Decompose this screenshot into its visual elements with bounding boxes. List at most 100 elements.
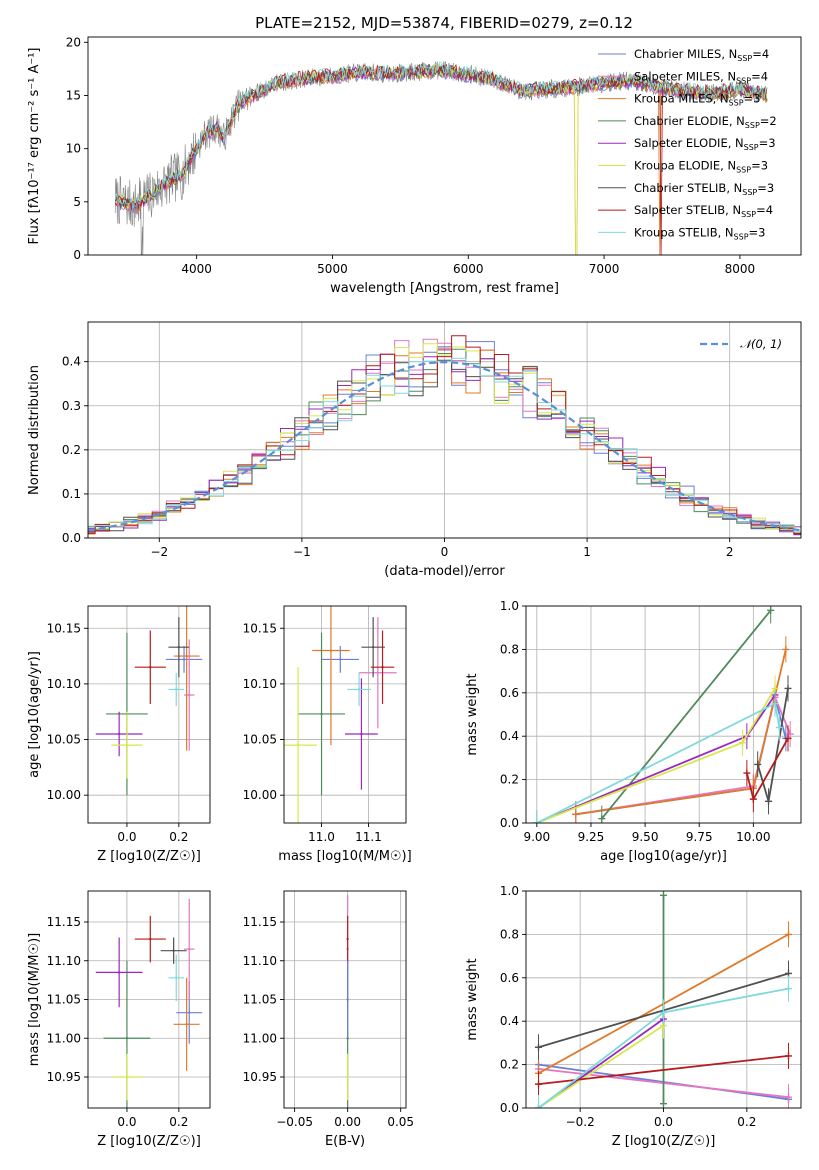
data-point [125,1037,129,1040]
weight-line [536,694,776,823]
data-point [188,693,191,697]
legend-series-name: Kroupa STELIB, N [634,225,734,239]
weight-line [575,649,787,816]
y-tick-label: 1.0 [500,884,519,898]
y-tick-label: 10.00 [243,788,277,802]
x-tick-label: 1 [583,545,591,559]
legend-series-name: Chabrier ELODIE, N [634,114,745,128]
legend-label: Chabrier MILES, NSSP=4 [634,47,769,63]
data-point [360,732,363,736]
axes: −0.2 0.0 0.2 0.0 0.2 0.4 0.6 0.8 1.0 Z [log10(Z/Z… [465,884,802,1149]
legend-label: 𝒩(0, 1) [740,337,782,351]
y-tick-label: 10.95 [47,1070,81,1084]
plot-area [88,335,801,536]
y-axis-label: Normed distribution [27,365,42,495]
data-point [117,732,121,736]
y-axis-label: age [log10(age/yr)] [27,651,42,778]
data-point [381,666,384,669]
panel-weight-vs-age: 9.00 9.25 9.50 9.75 10.00 0.0 0.2 0.4 0.6 0.8 1.0 a… [465,599,802,864]
y-tick-label: 20 [66,35,81,49]
axes-frame [283,605,407,824]
data-point [346,937,349,941]
y-axis-label: mass [log10(M/M☉)] [27,933,42,1066]
y-tick-label: 0.4 [62,355,81,369]
y-tick-label: 11.00 [243,1031,277,1045]
data-point [149,666,152,669]
legend-series-name: Chabrier STELIB, N [634,181,742,195]
plot-area [95,606,203,796]
data-point [339,658,342,661]
legend-series-name: Kroupa ELODIE, N [634,159,736,173]
y-tick-label: 0.2 [62,443,81,457]
y-tick-label: 11.15 [47,915,81,929]
x-axis-label: wavelength [Angstrom, rest frame] [330,281,559,296]
legend-subscript: SSP [734,232,749,241]
legend-series-name: Chabrier MILES, N [634,47,737,61]
y-tick-label: 11.15 [243,915,277,929]
legend-label: Kroupa ELODIE, NSSP=3 [634,159,768,175]
y-tick-label: 10.00 [47,788,81,802]
y-tick-label: 10.15 [47,621,81,635]
y-tick-label: 10.05 [243,733,277,747]
residual-histogram [88,349,801,536]
plot-area [535,891,792,1108]
y-tick-label: 11.00 [47,1031,81,1045]
figure-title: PLATE=2152, MJD=53874, FIBERID=0279, z=0… [255,14,633,32]
axes: 4000 5000 6000 7000 8000 0 5 10 15 20 wavelength [… [27,35,802,296]
y-tick-label: 0.6 [500,971,519,985]
legend-series-name: Salpeter ELODIE, N [634,136,744,150]
x-tick-label: 0 [441,545,449,559]
x-tick-label: −2 [150,545,168,559]
legend-subscript: SSP [744,143,759,152]
plot-area [346,894,349,1108]
plot-area [95,898,203,1108]
y-tick-label: 10.05 [47,733,81,747]
data-point [320,712,323,716]
x-tick-label: 0.2 [169,830,188,844]
legend-subscript: SSP [737,54,752,63]
weight-line [536,702,781,823]
x-tick-label: 9.50 [632,830,659,844]
legend-nssp: =3 [757,181,774,195]
legend-subscript: SSP [736,166,751,175]
axes: 0.0 0.2 10.95 11.00 11.05 11.10 11.15 Z [log10(… [27,890,211,1149]
y-tick-label: 0.8 [500,642,519,656]
axes: 11.0 11.1 10.00 10.05 10.10 10.15 mass [log10(… [243,605,412,864]
x-axis-label: Z [log10(Z/Z☉)] [97,1134,201,1149]
y-tick-label: 0.6 [500,686,519,700]
x-tick-label: 9.75 [686,830,713,844]
residual-histogram [88,347,801,535]
y-tick-label: 0 [73,248,81,262]
data-point [346,1075,349,1079]
y-tick-label: 10.15 [243,621,277,635]
y-tick-label: 0.8 [500,927,519,941]
axes-frame [87,605,211,824]
y-tick-label: 0.0 [62,531,81,545]
y-tick-label: 0.3 [62,399,81,413]
data-point [346,998,349,1001]
x-axis-label: age [log10(age/yr)] [600,849,727,864]
legend-series-name: Kroupa MILES, N [634,92,729,106]
x-tick-label: 9.00 [523,830,550,844]
y-tick-label: 11.05 [47,993,81,1007]
legend-label: Salpeter ELODIE, NSSP=3 [634,136,776,152]
x-tick-label: 0.0 [117,830,136,844]
plot-area [284,606,397,823]
legend-nssp: =3 [749,225,766,239]
y-axis-label: mass weight [465,958,480,1040]
data-point [188,1011,191,1014]
y-tick-label: 10.10 [47,677,81,691]
x-tick-label: 2 [726,545,734,559]
data-point [149,937,152,941]
data-point [177,645,181,649]
y-tick-label: 0.0 [500,816,519,830]
data-point [376,671,380,674]
y-tick-label: 0.0 [500,1101,519,1115]
x-tick-label: −0.05 [276,1115,313,1129]
axes-frame [87,36,802,256]
axes: 9.00 9.25 9.50 9.75 10.00 0.0 0.2 0.4 0.6 0.8 1.0 a… [465,599,802,864]
weight-line [538,1024,664,1108]
legend-nssp: =3 [744,92,761,106]
